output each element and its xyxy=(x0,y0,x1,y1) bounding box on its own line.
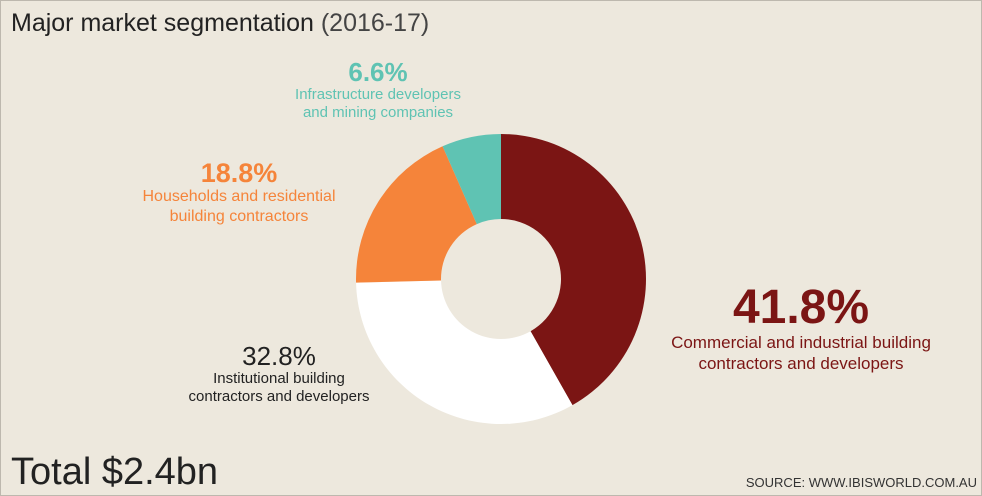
donut-segment xyxy=(356,146,477,283)
donut-segment xyxy=(501,134,646,406)
donut-segment xyxy=(356,280,573,424)
value-label: 6.6% xyxy=(348,57,408,87)
segment-label: 32.8% Institutional building contractors … xyxy=(159,341,399,406)
category-label: Commercial and industrial building contr… xyxy=(671,333,931,373)
chart-title: Major market segmentation xyxy=(11,9,314,37)
total: Total $2.4bn xyxy=(11,451,219,493)
value-label: 18.8% xyxy=(200,158,278,188)
value-label: 32.8% xyxy=(242,341,316,371)
value-label: 41.8% xyxy=(732,281,870,334)
source: SOURCE: WWW.IBISWORLD.COM.AU xyxy=(745,475,977,490)
donut-segment xyxy=(442,134,501,225)
segment-label: 6.6% Infrastructure developers and mining… xyxy=(263,57,493,122)
category-label: Households and residential building cont… xyxy=(142,188,336,225)
chart-title-block: Major market segmentation (2016-17) xyxy=(11,9,429,38)
segment-label: 18.8% Households and residential building… xyxy=(119,159,359,226)
chart-subtitle: (2016-17) xyxy=(320,9,430,37)
category-label: Infrastructure developers and mining com… xyxy=(295,86,461,122)
segment-label: 41.8% Commercial and industrial building … xyxy=(641,281,961,374)
category-label: Institutional building contractors and d… xyxy=(188,370,370,406)
